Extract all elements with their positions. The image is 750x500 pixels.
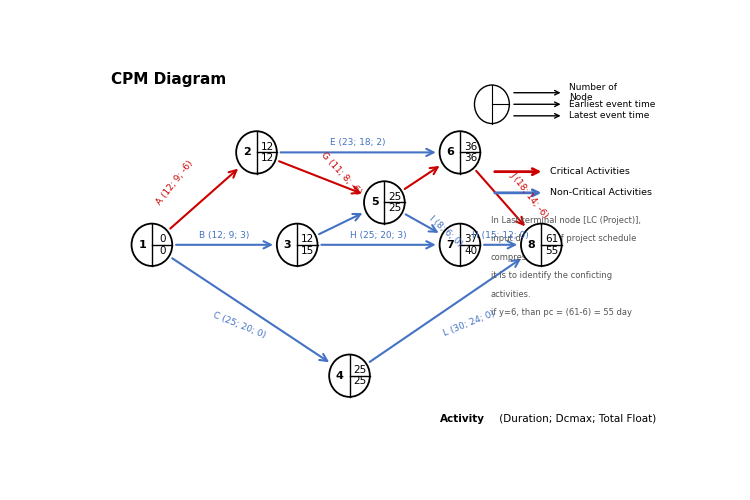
Text: 0: 0 (159, 234, 166, 244)
Text: A (12; 9; -6): A (12; 9; -6) (155, 160, 195, 207)
Text: L (30; 24; 0): L (30; 24; 0) (442, 310, 496, 338)
Text: (Duration; Dcmax; Total Float): (Duration; Dcmax; Total Float) (496, 414, 656, 424)
Text: G (11; 8; -6): G (11; 8; -6) (319, 150, 363, 196)
Text: 12: 12 (260, 142, 274, 152)
Text: E (23; 18; 2): E (23; 18; 2) (331, 138, 386, 147)
Text: 12: 12 (260, 153, 274, 163)
Text: Non-Critical Activities: Non-Critical Activities (550, 188, 652, 198)
Text: compression.: compression. (490, 253, 547, 262)
Text: 25: 25 (388, 203, 401, 213)
Text: Earliest event time: Earliest event time (569, 100, 656, 109)
Text: it is to identify the conficting: it is to identify the conficting (490, 272, 612, 280)
Text: 25: 25 (353, 365, 367, 375)
Text: 15: 15 (302, 246, 314, 256)
Text: 36: 36 (464, 142, 477, 152)
Text: 61: 61 (545, 234, 559, 244)
Text: H (15; 12; 0): H (15; 12; 0) (472, 230, 529, 239)
Text: 7: 7 (446, 240, 454, 250)
Ellipse shape (364, 182, 405, 224)
Text: 2: 2 (243, 148, 250, 158)
Text: 4: 4 (336, 370, 344, 380)
Text: 8: 8 (528, 240, 536, 250)
Text: activities.: activities. (490, 290, 531, 299)
Ellipse shape (329, 354, 370, 397)
Text: 6: 6 (446, 148, 454, 158)
Text: 55: 55 (545, 246, 559, 256)
Ellipse shape (440, 224, 480, 266)
Text: 0: 0 (159, 246, 166, 256)
Ellipse shape (277, 224, 317, 266)
Text: C (25; 20; 0): C (25; 20; 0) (211, 311, 267, 340)
Ellipse shape (131, 224, 172, 266)
Text: 25: 25 (388, 192, 401, 202)
Text: if y=6, than pc = (61-6) = 55 day: if y=6, than pc = (61-6) = 55 day (490, 308, 632, 318)
Text: 12: 12 (302, 234, 314, 244)
Text: H (25; 20; 3): H (25; 20; 3) (350, 230, 406, 239)
Text: 3: 3 (284, 240, 291, 250)
Text: Critical Activities: Critical Activities (550, 167, 630, 176)
Text: I (8; 6; 0): I (8; 6; 0) (427, 214, 464, 248)
Text: 36: 36 (464, 153, 477, 163)
Ellipse shape (475, 85, 509, 124)
Ellipse shape (236, 131, 277, 174)
Ellipse shape (521, 224, 562, 266)
Text: 40: 40 (464, 246, 477, 256)
Text: Activity: Activity (440, 414, 485, 424)
Text: J (18; 14; -6): J (18; 14; -6) (509, 170, 550, 220)
Text: B (12; 9; 3): B (12; 9; 3) (200, 230, 250, 239)
Text: 25: 25 (353, 376, 367, 386)
Ellipse shape (440, 131, 480, 174)
Text: Latest event time: Latest event time (569, 112, 650, 120)
Text: 1: 1 (138, 240, 146, 250)
Text: 37: 37 (464, 234, 477, 244)
Text: Number of
Node: Number of Node (569, 83, 617, 102)
Text: In Last terminal node [LC (Project)],: In Last terminal node [LC (Project)], (490, 216, 640, 225)
Text: CPM Diagram: CPM Diagram (111, 72, 226, 86)
Text: input due date of project schedule: input due date of project schedule (490, 234, 636, 244)
Text: 5: 5 (370, 198, 379, 207)
